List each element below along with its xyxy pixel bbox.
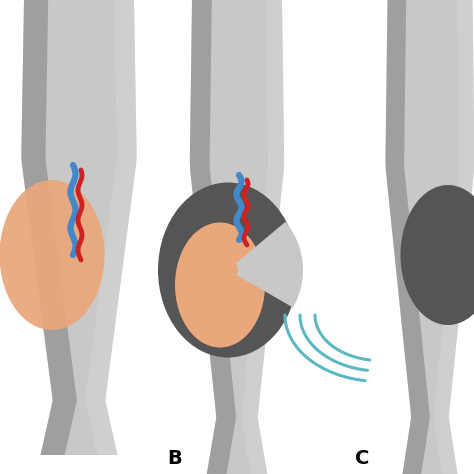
Polygon shape [434, 0, 474, 474]
Polygon shape [21, 0, 77, 455]
Polygon shape [86, 0, 137, 455]
Ellipse shape [0, 180, 104, 330]
Polygon shape [190, 0, 236, 474]
Polygon shape [385, 0, 474, 474]
Ellipse shape [401, 185, 474, 325]
Text: C: C [355, 448, 369, 467]
Text: B: B [168, 448, 182, 467]
Wedge shape [236, 222, 303, 308]
Polygon shape [190, 0, 284, 474]
Polygon shape [21, 0, 137, 455]
Polygon shape [242, 0, 284, 474]
Polygon shape [385, 0, 430, 474]
Ellipse shape [158, 182, 298, 357]
Ellipse shape [175, 222, 265, 347]
